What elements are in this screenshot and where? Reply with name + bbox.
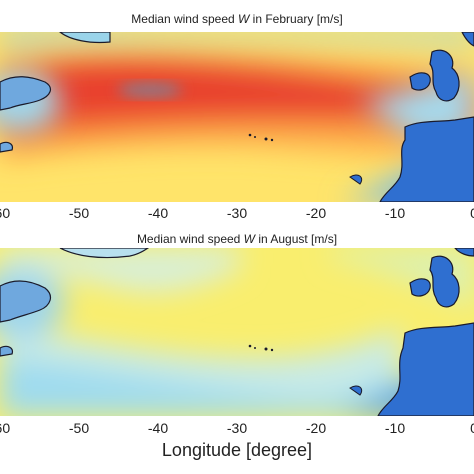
x-tick-label: -40 (147, 205, 169, 221)
x-axis-bottom: -60 -50 -40 -30 -20 -10 0 (0, 420, 474, 438)
x-tick-label: -20 (305, 205, 327, 221)
peak-wind-zone (118, 83, 182, 97)
coastlines (0, 32, 474, 202)
x-axis-top: -60 -50 -40 -30 -20 -10 0 (0, 205, 474, 223)
britain-landmass (429, 49, 460, 102)
title-prefix: Median wind speed (136, 232, 244, 246)
x-tick-label: -10 (384, 205, 406, 221)
britain-landmass (429, 255, 460, 308)
x-tick-label: 0 (470, 420, 474, 436)
x-tick-label: -40 (147, 420, 169, 436)
x-tick-label: -60 (0, 420, 11, 436)
ireland-landmass (409, 278, 431, 297)
title-variable: W (243, 232, 255, 246)
map-february (0, 32, 474, 202)
x-tick-label: -20 (305, 420, 327, 436)
map-august (0, 248, 474, 416)
iberia-landmass (377, 322, 474, 416)
title-variable: W (238, 12, 250, 26)
x-tick-label: 0 (470, 205, 474, 221)
x-tick-label: -30 (226, 420, 248, 436)
x-axis-label: Longitude [degree] (161, 440, 313, 460)
greenland-tip (59, 248, 150, 259)
title-suffix: in February [m/s] (249, 12, 343, 26)
x-tick-label: -10 (384, 420, 406, 436)
iberia-landmass (379, 116, 474, 202)
panel-title-august: Median wind speed W in August [m/s] (0, 232, 474, 246)
newfoundland-landmass (0, 280, 52, 323)
x-tick-label: -50 (68, 205, 90, 221)
title-suffix: in August [m/s] (255, 232, 338, 246)
greenland-tip (59, 32, 111, 44)
x-tick-label: -60 (0, 205, 11, 221)
ireland-landmass (409, 72, 431, 91)
coastlines (0, 248, 474, 416)
panel-title-february: Median wind speed W in February [m/s] (0, 12, 474, 26)
newfoundland-landmass (0, 76, 52, 111)
title-prefix: Median wind speed (131, 12, 239, 26)
x-tick-label: -50 (68, 420, 90, 436)
x-tick-label: -30 (226, 205, 248, 221)
